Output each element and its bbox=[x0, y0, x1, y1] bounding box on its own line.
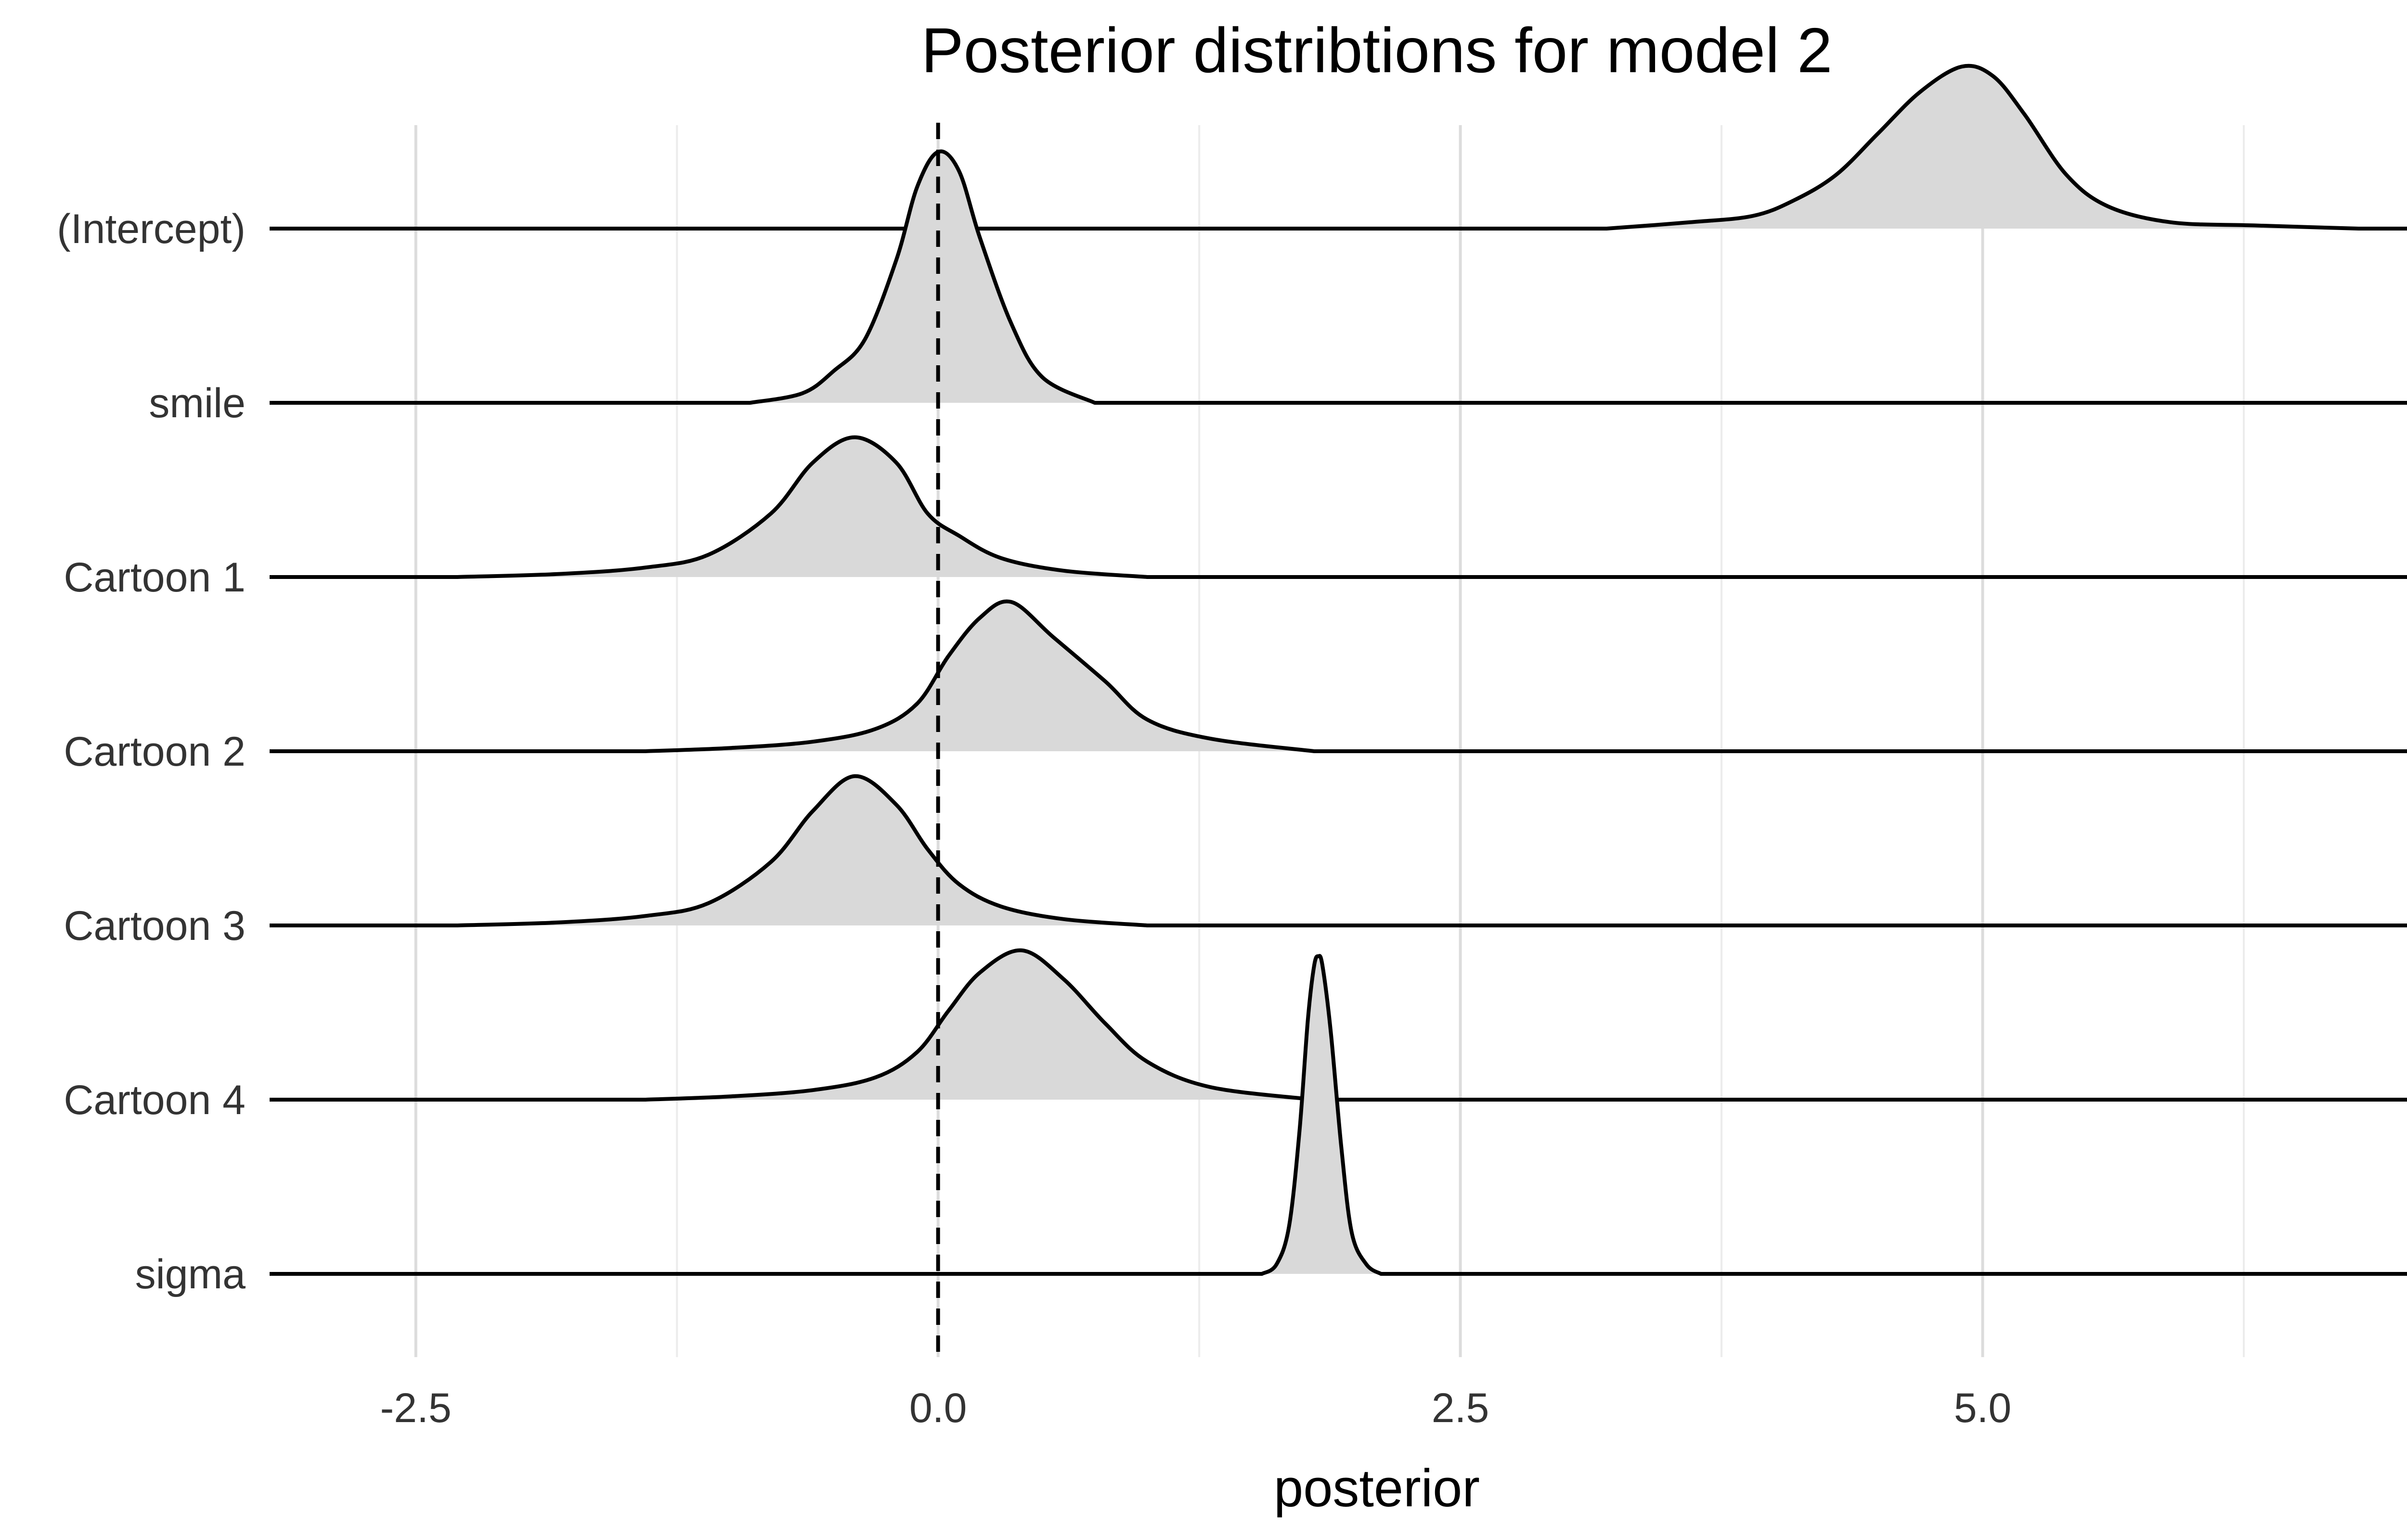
ridge-fill bbox=[457, 437, 1147, 577]
ridge-cartoon-4 bbox=[270, 948, 2407, 1102]
chart-title: Posterior distribtions for model 2 bbox=[921, 15, 1833, 86]
ridge-line bbox=[270, 599, 2407, 753]
y-tick-label: Cartoon 3 bbox=[64, 903, 246, 949]
y-tick-label: Cartoon 2 bbox=[64, 729, 246, 775]
x-axis-title: posterior bbox=[1274, 1459, 1480, 1518]
ridge-line bbox=[270, 948, 2407, 1102]
ridge-line bbox=[270, 64, 2407, 231]
y-tick-label: sigma bbox=[135, 1251, 246, 1297]
x-tick-label: -2.5 bbox=[380, 1385, 452, 1431]
y-axis-labels: (Intercept) smile Cartoon 1 Cartoon 2 Cartoo… bbox=[57, 206, 246, 1297]
ridge-intercept bbox=[270, 64, 2407, 231]
x-tick-label: 0.0 bbox=[909, 1385, 967, 1431]
ridge-smile bbox=[270, 149, 2407, 405]
x-axis-labels: -2.5 0.0 2.5 5.0 bbox=[380, 1385, 2012, 1431]
ridge-line bbox=[270, 149, 2407, 405]
ridge-line bbox=[270, 435, 2407, 579]
ridge-fill bbox=[1606, 65, 2359, 229]
ridge-cartoon-3 bbox=[270, 774, 2407, 927]
ridge-sigma bbox=[270, 954, 2407, 1276]
x-tick-label: 2.5 bbox=[1432, 1385, 1489, 1431]
ridge-fill bbox=[1262, 956, 1381, 1274]
ridges bbox=[270, 64, 2407, 1276]
ridge-cartoon-2 bbox=[270, 599, 2407, 753]
ridge-cartoon-1 bbox=[270, 435, 2407, 579]
ridge-line bbox=[270, 774, 2407, 927]
ridge-fill bbox=[750, 151, 1095, 403]
x-tick-label: 5.0 bbox=[1954, 1385, 2012, 1431]
y-tick-label: smile bbox=[149, 380, 246, 426]
ridge-fill bbox=[457, 776, 1147, 925]
y-tick-label: Cartoon 4 bbox=[64, 1077, 246, 1123]
ridge-line bbox=[270, 954, 2407, 1276]
y-tick-label: (Intercept) bbox=[57, 206, 246, 252]
ridge-fill bbox=[646, 601, 1314, 751]
y-tick-label: Cartoon 1 bbox=[64, 554, 246, 601]
